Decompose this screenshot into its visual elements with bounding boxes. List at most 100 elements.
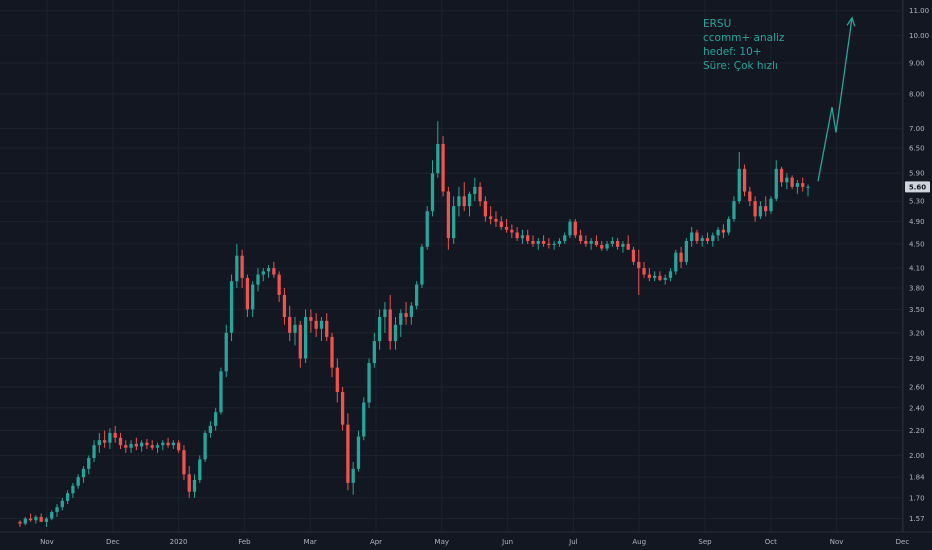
candle-body — [610, 240, 614, 244]
price-tick-label: 9.00 — [909, 60, 925, 68]
candle-body — [705, 238, 710, 241]
candle-body — [425, 211, 429, 247]
candle-body — [92, 445, 96, 459]
time-tick-label: Oct — [765, 538, 777, 546]
candle-body — [139, 442, 144, 447]
candle-body — [478, 186, 482, 202]
candle-body — [145, 442, 149, 446]
candle-body — [166, 442, 170, 446]
candle-body — [235, 255, 239, 282]
candle-body — [192, 480, 197, 492]
candle-body — [55, 507, 59, 512]
price-tick-label: 6.50 — [909, 144, 925, 152]
candle-body — [531, 240, 535, 244]
annotation-text: ERSU ccomm+ analiz hedef: 10+ Süre: Çok … — [703, 18, 785, 72]
price-tick-label: 2.60 — [909, 383, 925, 391]
arrow-head — [846, 16, 856, 27]
candle-body — [494, 219, 498, 222]
candle-body — [679, 252, 683, 262]
candle-body — [229, 281, 234, 333]
time-tick-label: Jun — [501, 538, 513, 546]
candle-body — [335, 367, 339, 393]
price-tick-label: 4.50 — [909, 240, 925, 248]
candle-body — [266, 268, 271, 272]
candle-body — [325, 320, 329, 337]
candle-body — [60, 500, 64, 508]
time-tick-label: Nov — [40, 538, 54, 546]
candle-body — [504, 227, 509, 230]
candle-body — [600, 245, 604, 249]
candle-body — [563, 235, 567, 241]
time-tick-label: Dec — [106, 538, 120, 546]
candle-body — [764, 206, 768, 212]
time-axis-background[interactable] — [0, 532, 903, 550]
candle-body — [753, 201, 757, 217]
candle-body — [161, 442, 165, 446]
price-tick-label: 3.80 — [909, 284, 925, 292]
time-tick-label: Dec — [896, 538, 910, 546]
candle-body — [806, 186, 810, 188]
candle-body — [446, 191, 451, 239]
time-tick-label: 2020 — [170, 538, 188, 546]
price-tick-label: 7.00 — [909, 125, 925, 133]
annotation-line-1: ERSU — [703, 18, 731, 30]
candle-body — [50, 511, 54, 519]
candle-body — [293, 324, 297, 333]
candle-body — [436, 143, 440, 174]
candle-body — [65, 493, 70, 501]
candle-body — [801, 183, 805, 187]
candle-body — [684, 240, 689, 262]
grid-lines — [0, 0, 903, 532]
candle-body — [615, 240, 620, 247]
annotation-line-2: ccomm+ analiz — [703, 32, 785, 44]
candle-body — [568, 221, 572, 236]
annotation-line-3: hedef: 10+ — [703, 46, 762, 58]
candle-body — [489, 216, 493, 220]
last-price-badge: 5.60 — [905, 181, 930, 193]
candle-body — [261, 271, 265, 275]
candle-body — [552, 243, 556, 246]
candle-body — [399, 313, 403, 325]
candle-body — [240, 255, 244, 278]
price-axis-background[interactable] — [903, 0, 932, 550]
candle-body — [716, 229, 720, 236]
candle-body — [790, 177, 794, 187]
candle-body — [251, 284, 255, 310]
candle-body — [87, 458, 91, 469]
annotation-line-4: Süre: Çok hızlı — [703, 60, 778, 72]
candle-body — [520, 235, 525, 239]
candle-body — [319, 320, 324, 329]
time-tick-label: Jul — [568, 538, 578, 546]
candle-body — [377, 316, 382, 342]
time-tick-label: Sep — [698, 538, 712, 546]
time-tick-label: Nov — [830, 538, 844, 546]
candle-body — [340, 392, 345, 425]
candle-body — [578, 235, 583, 241]
price-tick-label: 5.90 — [909, 170, 925, 178]
candle-body — [108, 432, 112, 443]
candle-body — [652, 275, 657, 278]
candle-body — [404, 313, 408, 317]
candle-body — [658, 275, 662, 280]
candle-body — [182, 450, 186, 475]
candle-body — [203, 432, 207, 460]
candle-body — [393, 324, 398, 342]
candle-body — [288, 316, 292, 333]
price-tick-label: 1.57 — [909, 515, 925, 523]
price-tick-label: 2.00 — [909, 452, 925, 460]
candle-body — [219, 371, 223, 413]
candle-body — [526, 235, 530, 241]
candle-body — [309, 316, 313, 321]
time-tick-label: Apr — [370, 538, 382, 546]
price-tick-label: 2.40 — [909, 404, 925, 412]
candle-body — [584, 240, 588, 244]
candle-body — [721, 229, 726, 233]
candle-body — [28, 518, 33, 521]
candle-body — [711, 235, 715, 241]
candle-body — [102, 440, 107, 443]
candle-body — [536, 240, 540, 244]
candle-body — [473, 186, 477, 194]
candle-body — [467, 193, 472, 207]
